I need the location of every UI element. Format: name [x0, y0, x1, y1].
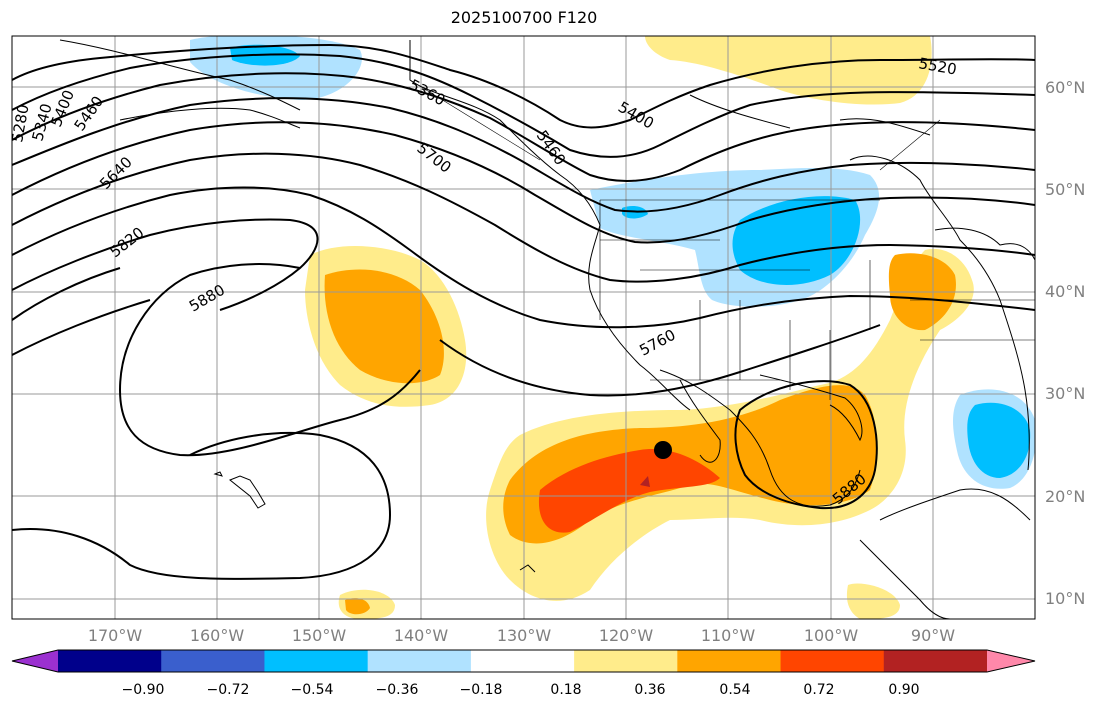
lon-label-120w: 120°W — [598, 626, 654, 645]
lat-label-20n: 20°N — [1045, 487, 1086, 506]
colorbar-extend-max — [987, 650, 1035, 672]
lat-label-30n: 30°N — [1045, 384, 1086, 403]
lon-label-100w: 100°W — [803, 626, 859, 645]
colorbar-segment — [470, 650, 575, 672]
lon-label-140w: 140°W — [393, 626, 449, 645]
lat-label-60n: 60°N — [1045, 78, 1086, 97]
colorbar-segment — [264, 650, 369, 672]
colorbar-tick: −0.90 — [121, 682, 165, 698]
colorbar-outline — [11, 649, 1036, 673]
colorbar-tick: 0.36 — [634, 682, 666, 698]
colorbar-segment — [367, 650, 472, 672]
map-frame — [11, 35, 1036, 620]
lon-label-110w: 110°W — [700, 626, 756, 645]
colorbar-segment — [677, 650, 782, 672]
colorbar-tick: 0.90 — [888, 682, 920, 698]
storm-center-marker — [654, 441, 672, 459]
colorbar-tick: −0.18 — [459, 682, 503, 698]
lat-label-10n: 10°N — [1045, 589, 1086, 608]
height-contours — [12, 43, 1035, 580]
colorbar-segment — [161, 650, 265, 672]
colorbar-tick: −0.54 — [290, 682, 334, 698]
colorbar-segment — [780, 650, 885, 672]
lon-label-150w: 150°W — [291, 626, 347, 645]
colorbar-segment — [574, 650, 678, 672]
colorbar-tick: 0.72 — [803, 682, 835, 698]
colorbar-extend-min — [12, 650, 58, 672]
lon-label-90w: 90°W — [910, 626, 956, 645]
colorbar — [11, 649, 1036, 673]
map-area: 5280 5340 5400 5460 5640 5820 5880 5360 … — [8, 36, 1035, 619]
lat-label-40n: 40°N — [1045, 282, 1086, 301]
lon-label-130w: 130°W — [496, 626, 552, 645]
colorbar-tick: −0.72 — [206, 682, 250, 698]
colorbar-tick: 0.54 — [719, 682, 751, 698]
colorbar-segment — [58, 650, 162, 672]
lon-label-160w: 160°W — [189, 626, 245, 645]
map-title: 2025100700 F120 — [450, 8, 598, 27]
lon-label-170w: 170°W — [87, 626, 143, 645]
colorbar-segment — [883, 650, 988, 672]
colorbar-tick: 0.18 — [550, 682, 582, 698]
colorbar-tick: −0.36 — [375, 682, 419, 698]
lat-label-50n: 50°N — [1045, 180, 1086, 199]
contour-label: 5280 — [8, 103, 32, 144]
